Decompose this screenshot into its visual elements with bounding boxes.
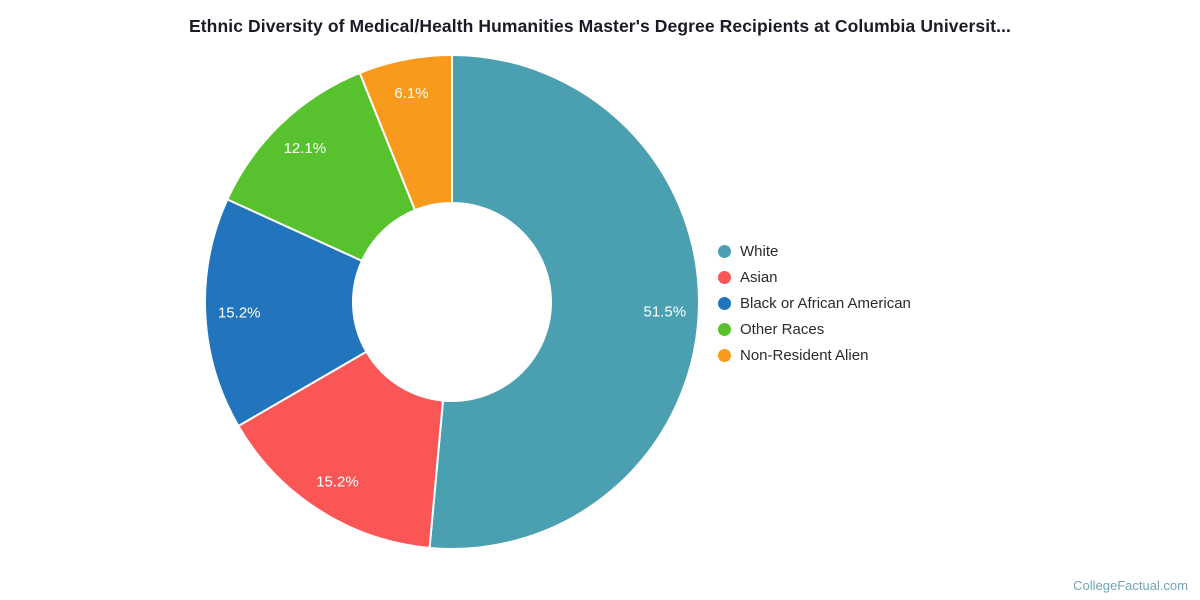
pie-slice-white[interactable] bbox=[428, 54, 700, 550]
chart-legend: White Asian Black or African American Other… bbox=[718, 243, 911, 373]
chart-title: Ethnic Diversity of Medical/Health Human… bbox=[188, 16, 1011, 36]
pie-slice-asian[interactable] bbox=[237, 350, 444, 549]
slice-label-asian: 15.2% bbox=[316, 474, 359, 491]
legend-item-non-resident-alien: Non-Resident Alien bbox=[718, 346, 911, 364]
pie-slice-black-or-african-american[interactable] bbox=[204, 198, 368, 427]
slice-label-other-races: 12.1% bbox=[284, 140, 327, 157]
legend-label-other-races: Other Races bbox=[740, 320, 825, 338]
legend-item-asian: Asian bbox=[718, 268, 911, 286]
legend-label-non-resident-alien: Non-Resident Alien bbox=[740, 346, 869, 364]
pie-slice-non-resident-alien[interactable] bbox=[358, 54, 453, 212]
asian-legend-marker-icon bbox=[718, 270, 731, 284]
watermark-link[interactable]: CollegeFactual.com bbox=[1073, 578, 1188, 593]
non-resident-alien-legend-marker-icon bbox=[718, 348, 731, 362]
legend-label-asian: Asian bbox=[740, 268, 778, 286]
pie-slice-other-races[interactable] bbox=[226, 71, 417, 262]
legend-item-white: White bbox=[718, 242, 911, 260]
slice-label-non-resident-alien: 6.1% bbox=[394, 85, 428, 102]
legend-item-other-races: Other Races bbox=[718, 320, 911, 338]
slice-label-white: 51.5% bbox=[644, 304, 687, 321]
slice-label-black-or-african-american: 15.2% bbox=[218, 304, 261, 321]
black-or-african-american-legend-marker-icon bbox=[718, 296, 731, 310]
legend-label-white: White bbox=[740, 242, 779, 260]
legend-label-black-or-african-american: Black or African American bbox=[740, 294, 911, 312]
white-legend-marker-icon bbox=[718, 244, 731, 258]
other-races-legend-marker-icon bbox=[718, 322, 731, 336]
legend-item-black-or-african-american: Black or African American bbox=[718, 294, 911, 312]
